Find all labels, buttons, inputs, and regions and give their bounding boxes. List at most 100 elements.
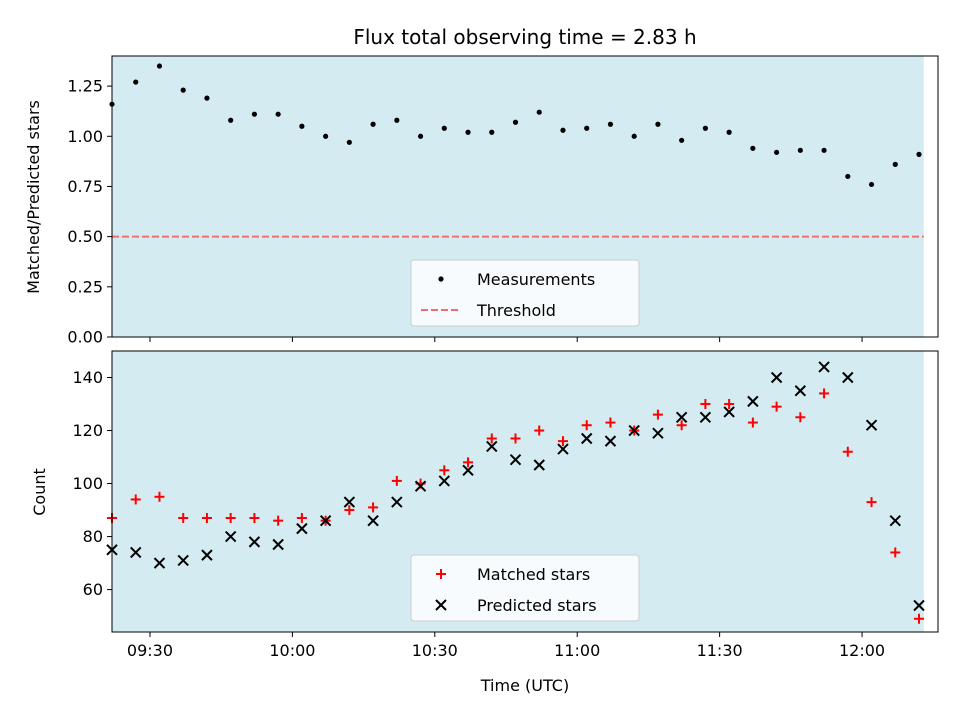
matched-star-point (605, 417, 616, 428)
matched-star-point (652, 409, 663, 420)
matched-star-point (154, 491, 165, 502)
measurement-point (845, 173, 851, 180)
legend-box (410, 554, 640, 622)
predicted-star-point (557, 443, 569, 455)
measurement-point (417, 133, 424, 139)
y-tick-label: 80 (83, 527, 103, 546)
matched-star-point (534, 425, 545, 436)
matched-star-point (391, 475, 402, 486)
legend-dot-marker (438, 276, 444, 282)
predicted-star-point (794, 385, 807, 397)
y-tick-label: 0.25 (67, 277, 103, 296)
matched-star-point (178, 513, 189, 524)
predicted-star-point (818, 361, 830, 373)
predicted-star-point (201, 549, 213, 561)
predicted-star-point (628, 424, 640, 437)
predicted-star-point (296, 522, 308, 535)
matched-star-point (676, 420, 687, 431)
measurement-point (275, 111, 281, 117)
predicted-star-point (699, 411, 712, 423)
matched-star-point (819, 388, 830, 399)
predicted-star-point (842, 371, 854, 384)
measurement-point (394, 117, 400, 123)
predicted-star-point (865, 419, 878, 431)
measurement-point (228, 117, 234, 123)
matched-star-point (486, 433, 497, 444)
matched-star-point (225, 513, 236, 524)
measurement-point (299, 123, 305, 129)
predicted-star-point (153, 557, 166, 569)
measurement-point (773, 149, 780, 155)
matched-star-point (510, 433, 521, 444)
predicted-star-point (770, 371, 783, 384)
measurement-point (655, 121, 661, 127)
y-tick-label: 0.00 (67, 328, 103, 347)
measurement-point (180, 87, 186, 93)
matched-star-point (747, 417, 758, 428)
x-tick-label: 10:00 (269, 641, 315, 660)
y-tick-label: 120 (72, 421, 103, 440)
predicted-star-point (723, 406, 735, 418)
matched-star-point (368, 502, 379, 513)
x-tick-label: 09:30 (127, 641, 173, 660)
x-axis-label: Time (UTC) (480, 676, 569, 695)
matched-star-point (273, 515, 284, 526)
matched-star-point (771, 401, 782, 412)
x-tick-label: 10:30 (412, 641, 458, 660)
measurement-point (536, 109, 542, 115)
y-axis-label-bottom: Count (30, 468, 49, 516)
measurement-point (441, 125, 447, 131)
plot-frame (111, 350, 939, 633)
measurement-point (868, 181, 875, 188)
measurement-point (797, 147, 803, 153)
legend-label: Predicted stars (477, 596, 597, 615)
measurement-point (702, 125, 708, 131)
measurement-point (465, 129, 471, 135)
predicted-star-point (130, 546, 142, 559)
predicted-star-point (533, 459, 545, 471)
matched-star-point (581, 420, 592, 431)
matched-star-point (890, 547, 901, 558)
measurement-point (346, 139, 352, 145)
measurement-point (156, 63, 163, 69)
measurement-point (251, 111, 258, 117)
matched-star-point (296, 513, 307, 524)
predicted-star-point (177, 554, 189, 567)
matched-star-point (344, 505, 355, 516)
y-tick-label: 140 (72, 368, 103, 387)
plot-frame (111, 55, 939, 338)
predicted-star-point (652, 427, 664, 439)
predicted-star-point (248, 536, 261, 548)
measurement-point (512, 119, 519, 125)
legend-plus-marker (436, 569, 446, 579)
predicted-star-point (272, 538, 284, 551)
measurement-point (750, 145, 756, 151)
legend-label: Measurements (477, 270, 595, 289)
matched-star-point (130, 494, 141, 505)
matched-star-point (795, 412, 806, 423)
measurement-point (916, 151, 922, 157)
matched-star-point (842, 446, 853, 457)
predicted-star-point (581, 432, 593, 445)
predicted-star-point (675, 411, 688, 423)
measurement-point (679, 137, 685, 143)
matched-star-point (439, 465, 450, 476)
predicted-star-point (224, 530, 237, 543)
measurement-point (607, 121, 614, 127)
x-tick-label: 11:30 (697, 641, 743, 660)
y-tick-label: 0.75 (67, 177, 103, 196)
matched-star-point (866, 497, 877, 508)
measurement-point (133, 79, 139, 85)
measurement-point (726, 129, 732, 135)
legend: Measurements Threshold (410, 259, 640, 327)
measurement-point (892, 161, 898, 167)
legend-label: Threshold (476, 301, 556, 320)
predicted-star-point (414, 480, 427, 492)
predicted-star-point (391, 496, 403, 508)
legend: Matched stars Predicted stars (410, 554, 640, 622)
predicted-star-point (438, 475, 451, 487)
y-axis-label-top: Matched/Predicted stars (24, 100, 43, 294)
predicted-star-point (343, 496, 356, 508)
predicted-star-point (319, 514, 332, 527)
